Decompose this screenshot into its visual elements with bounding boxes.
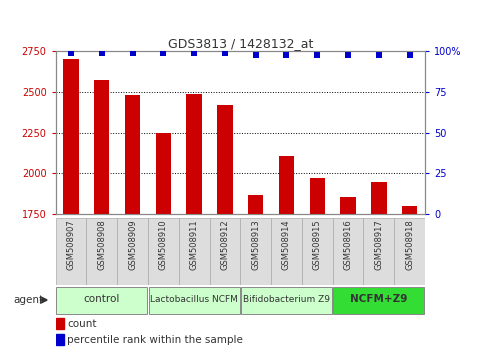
Text: GSM508913: GSM508913 <box>251 219 260 270</box>
Point <box>128 50 136 56</box>
FancyBboxPatch shape <box>56 218 86 285</box>
Text: Bifidobacterium Z9: Bifidobacterium Z9 <box>243 295 330 304</box>
FancyBboxPatch shape <box>333 218 364 285</box>
FancyBboxPatch shape <box>394 218 425 285</box>
Text: GSM508910: GSM508910 <box>159 219 168 270</box>
FancyBboxPatch shape <box>86 218 117 285</box>
FancyBboxPatch shape <box>240 218 271 285</box>
Bar <box>217 105 233 214</box>
Bar <box>125 95 140 214</box>
FancyBboxPatch shape <box>271 218 302 285</box>
Text: GSM508918: GSM508918 <box>405 219 414 270</box>
FancyBboxPatch shape <box>302 218 333 285</box>
Text: NCFM+Z9: NCFM+Z9 <box>350 295 408 304</box>
Bar <box>279 156 294 214</box>
Text: GSM508908: GSM508908 <box>97 219 106 270</box>
Point <box>67 50 75 56</box>
FancyBboxPatch shape <box>210 218 240 285</box>
Point <box>221 50 229 56</box>
Bar <box>56 334 64 346</box>
Bar <box>341 197 356 214</box>
Text: percentile rank within the sample: percentile rank within the sample <box>67 335 243 345</box>
Text: GSM508917: GSM508917 <box>374 219 384 270</box>
Bar <box>402 206 417 214</box>
Bar <box>156 133 171 214</box>
Text: GSM508916: GSM508916 <box>343 219 353 270</box>
Bar <box>94 80 110 214</box>
Bar <box>56 318 64 329</box>
Point <box>406 52 413 58</box>
Text: GSM508914: GSM508914 <box>282 219 291 270</box>
Point <box>283 52 290 58</box>
Text: GSM508907: GSM508907 <box>67 219 75 270</box>
FancyBboxPatch shape <box>179 218 210 285</box>
Point <box>375 52 383 58</box>
FancyBboxPatch shape <box>333 287 425 314</box>
Point <box>190 50 198 56</box>
Text: control: control <box>84 295 120 304</box>
Text: GSM508912: GSM508912 <box>220 219 229 270</box>
Text: GSM508911: GSM508911 <box>190 219 199 270</box>
FancyBboxPatch shape <box>364 218 394 285</box>
FancyBboxPatch shape <box>117 218 148 285</box>
FancyBboxPatch shape <box>56 287 147 314</box>
Point <box>159 50 167 56</box>
Point <box>252 52 259 58</box>
Bar <box>371 182 386 214</box>
Point <box>98 50 106 56</box>
Point <box>313 52 321 58</box>
Text: Lactobacillus NCFM: Lactobacillus NCFM <box>150 295 238 304</box>
Bar <box>310 177 325 214</box>
FancyBboxPatch shape <box>148 218 179 285</box>
Text: agent: agent <box>14 295 43 305</box>
Text: count: count <box>67 319 97 329</box>
Text: GSM508909: GSM508909 <box>128 219 137 270</box>
Bar <box>248 195 263 214</box>
Point <box>344 52 352 58</box>
FancyBboxPatch shape <box>241 287 332 314</box>
Title: GDS3813 / 1428132_at: GDS3813 / 1428132_at <box>168 37 313 50</box>
Bar <box>63 59 79 214</box>
Text: GSM508915: GSM508915 <box>313 219 322 270</box>
FancyBboxPatch shape <box>149 287 240 314</box>
Bar <box>186 94 202 214</box>
